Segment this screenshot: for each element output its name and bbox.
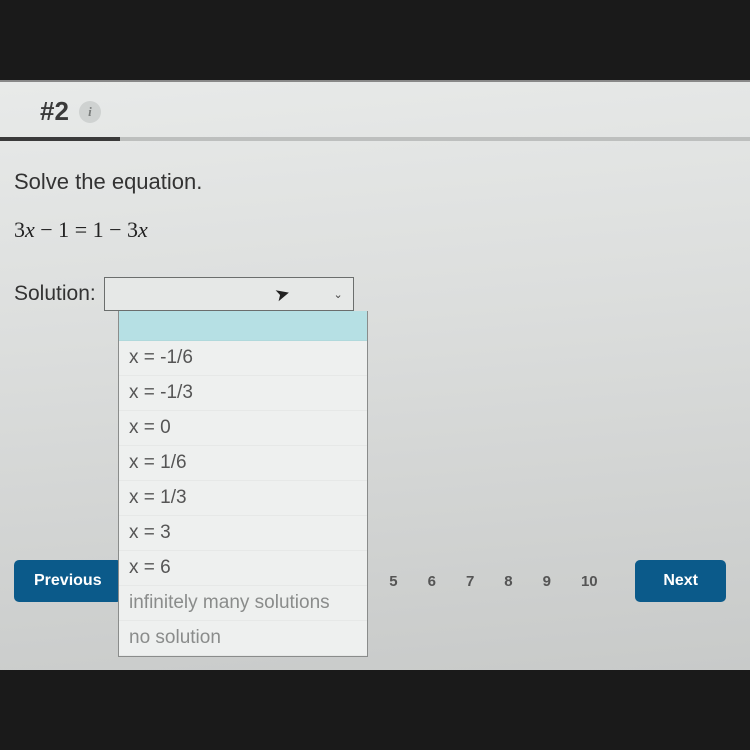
- info-icon[interactable]: i: [79, 101, 101, 123]
- dropdown-option[interactable]: no solution: [119, 621, 367, 656]
- solution-select[interactable]: ➤ ⌄: [104, 277, 354, 311]
- previous-button[interactable]: Previous: [14, 560, 122, 602]
- question-number: #2: [40, 96, 69, 127]
- page-number[interactable]: 7: [466, 573, 474, 590]
- eq-eq: =: [69, 217, 92, 242]
- question-content: Solve the equation. 3x − 1 = 1 − 3x Solu…: [0, 141, 750, 311]
- eq-rhs-coef: 3: [127, 217, 138, 242]
- dropdown-option[interactable]: x = 1/6: [119, 446, 367, 481]
- dropdown-option[interactable]: x = 0: [119, 411, 367, 446]
- dropdown-option[interactable]: x = 1/3: [119, 481, 367, 516]
- next-button[interactable]: Next: [635, 560, 726, 602]
- photo-frame: #2 i Solve the equation. 3x − 1 = 1 − 3x…: [0, 0, 750, 750]
- eq-lhs-coef: 3: [14, 217, 25, 242]
- dropdown-option[interactable]: infinitely many solutions: [119, 586, 367, 621]
- eq-rhs-var: x: [138, 217, 148, 242]
- page-number[interactable]: 8: [504, 573, 512, 590]
- dropdown-option[interactable]: x = 3: [119, 516, 367, 551]
- eq-lhs-var: x: [25, 217, 35, 242]
- eq-lhs-op: − 1: [35, 217, 69, 242]
- page-number[interactable]: 9: [543, 573, 551, 590]
- dropdown-option-blank[interactable]: [119, 311, 367, 341]
- solution-label: Solution:: [14, 282, 96, 306]
- dropdown-option[interactable]: x = -1/6: [119, 341, 367, 376]
- solution-row: Solution: ➤ ⌄ x = -1/6 x = -1/3 x = 0 x …: [14, 277, 750, 311]
- dropdown-option[interactable]: x = 6: [119, 551, 367, 586]
- cursor-icon: ➤: [272, 282, 292, 306]
- page-number[interactable]: 10: [581, 573, 598, 590]
- solution-dropdown[interactable]: x = -1/6 x = -1/3 x = 0 x = 1/6 x = 1/3 …: [118, 311, 368, 657]
- equation-display: 3x − 1 = 1 − 3x: [14, 217, 750, 243]
- page-number[interactable]: 5: [389, 573, 397, 590]
- chevron-down-icon: ⌄: [334, 288, 343, 301]
- eq-rhs-const: 1 −: [93, 217, 127, 242]
- question-header: #2 i: [0, 82, 750, 137]
- question-prompt: Solve the equation.: [14, 169, 750, 195]
- dropdown-option[interactable]: x = -1/3: [119, 376, 367, 411]
- page-number[interactable]: 6: [428, 573, 436, 590]
- app-screen: #2 i Solve the equation. 3x − 1 = 1 − 3x…: [0, 80, 750, 670]
